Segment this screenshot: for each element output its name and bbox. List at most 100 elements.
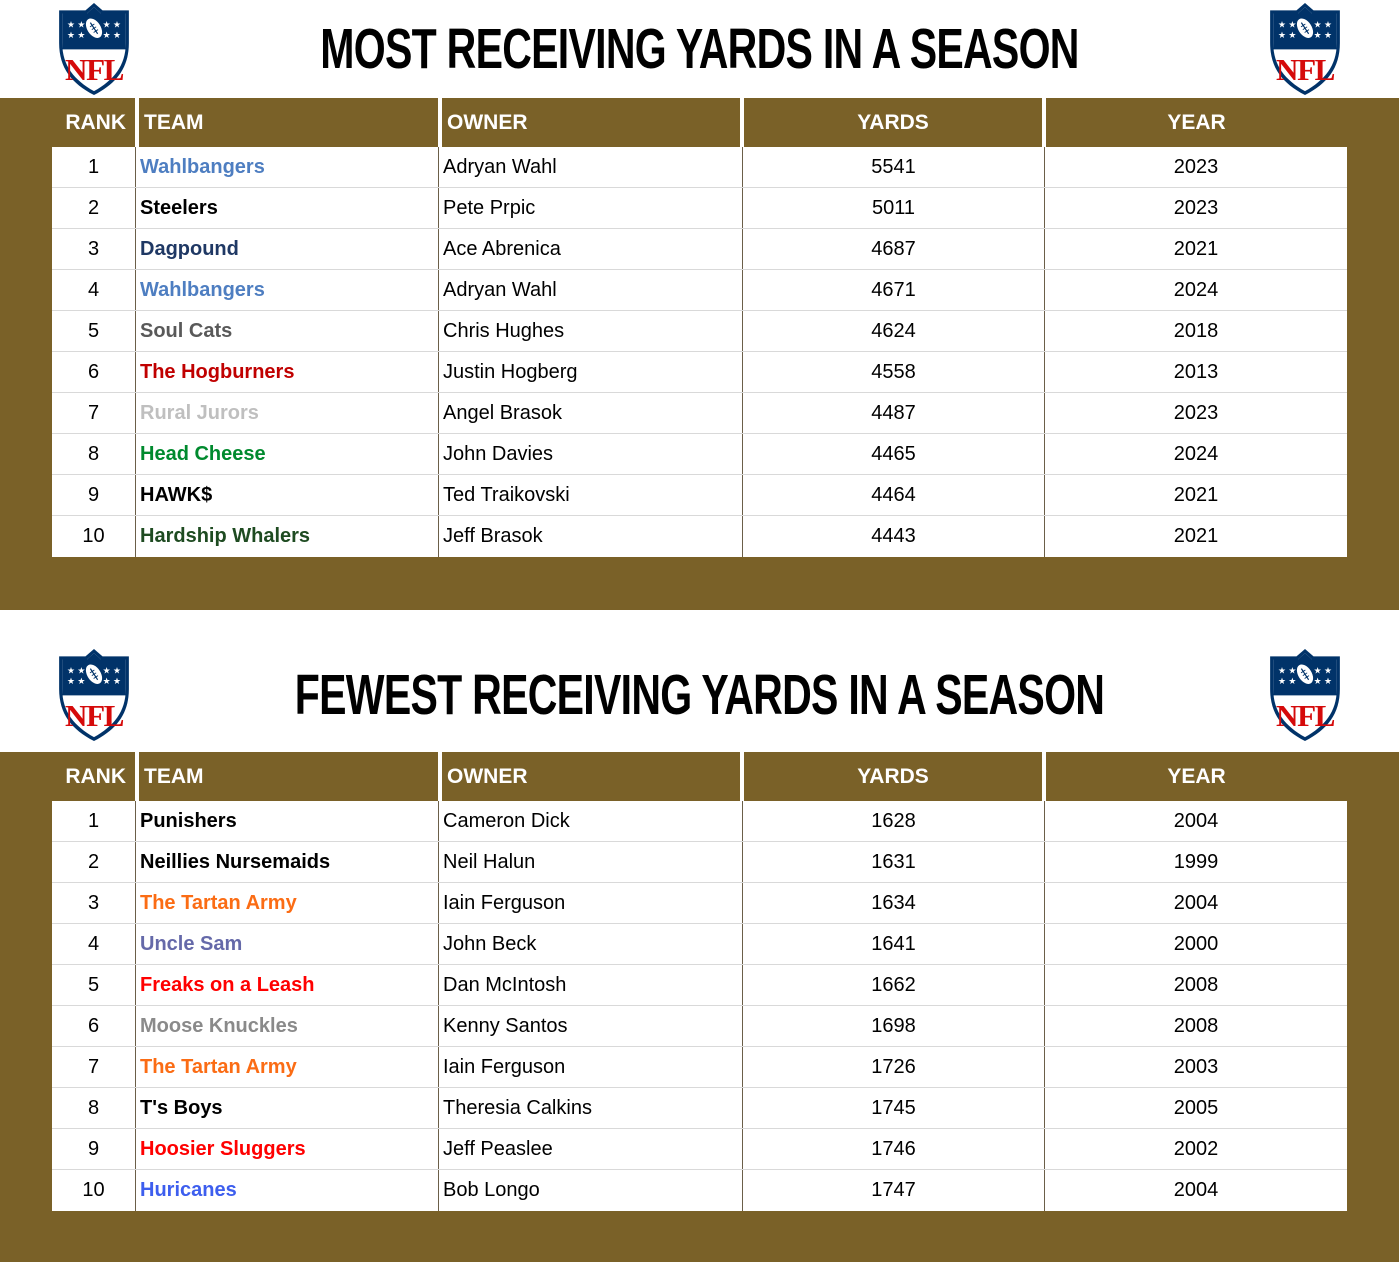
fewest-receiving-section: ★ ★ ★ ★ ★ ★ ★ ★ NFL FEWEST RECEIVING YARDS I… (0, 610, 1399, 1262)
team-name: The Tartan Army (135, 883, 438, 923)
owner-name: Pete Prpic (438, 188, 742, 228)
rank-cell: 7 (87, 401, 100, 424)
rank-cell: 6 (87, 360, 100, 383)
most-table-apron: 1 Wahlbangers Adryan Wahl 5541 2023 2 Steelers… (0, 147, 1399, 610)
svg-text:★: ★ (103, 31, 111, 41)
header-divider (740, 98, 744, 147)
team-name: Rural Jurors (135, 393, 438, 433)
team-name: Freaks on a Leash (135, 965, 438, 1005)
year-value: 2024 (1044, 434, 1347, 474)
team-name: Soul Cats (135, 311, 438, 351)
rank-cell: 5 (87, 319, 100, 342)
fewest-header-row: RANK TEAM OWNER YARDS YEAR (0, 752, 1399, 801)
most-receiving-section: ★ ★ ★ ★ ★ ★ ★ ★ NFL MOST RECEIVING YARDS IN … (0, 0, 1399, 610)
column-header-yards: YARDS (744, 98, 1042, 147)
year-value: 2008 (1044, 1006, 1347, 1046)
svg-text:★: ★ (1278, 666, 1286, 676)
column-header-year: YEAR (1046, 98, 1347, 147)
team-name: Moose Knuckles (135, 1006, 438, 1046)
yards-value: 1641 (742, 924, 1044, 964)
svg-text:★: ★ (113, 31, 121, 41)
year-value: 2024 (1044, 270, 1347, 310)
team-name: Uncle Sam (135, 924, 438, 964)
table-row: 6 Moose Knuckles Kenny Santos 1698 2008 (52, 1006, 1347, 1047)
year-value: 2004 (1044, 801, 1347, 841)
team-name: Wahlbangers (135, 147, 438, 187)
column-header-rank: RANK (0, 98, 135, 147)
svg-text:★: ★ (1288, 666, 1296, 676)
year-value: 2004 (1044, 1170, 1347, 1211)
table-row: 1 Wahlbangers Adryan Wahl 5541 2023 (52, 147, 1347, 188)
owner-name: Iain Ferguson (438, 1047, 742, 1087)
owner-name: John Davies (438, 434, 742, 474)
svg-text:★: ★ (1314, 666, 1322, 676)
svg-text:★: ★ (103, 20, 111, 30)
rank-cell: 3 (87, 891, 100, 914)
owner-name: Ace Abrenica (438, 229, 742, 269)
team-name: Wahlbangers (135, 270, 438, 310)
rank-cell: 2 (87, 850, 100, 873)
svg-text:★: ★ (113, 20, 121, 30)
yards-value: 4464 (742, 475, 1044, 515)
team-name: Punishers (135, 801, 438, 841)
table-row: 6 The Hogburners Justin Hogberg 4558 2013 (52, 352, 1347, 393)
team-name: The Tartan Army (135, 1047, 438, 1087)
table-row: 3 Dagpound Ace Abrenica 4687 2021 (52, 229, 1347, 270)
nfl-logo-left: ★ ★ ★ ★ ★ ★ ★ ★ NFL (54, 3, 134, 95)
table-row: 4 Wahlbangers Adryan Wahl 4671 2024 (52, 270, 1347, 311)
table-row: 7 Rural Jurors Angel Brasok 4487 2023 (52, 393, 1347, 434)
yards-value: 4465 (742, 434, 1044, 474)
table-row: 10 Huricanes Bob Longo 1747 2004 (52, 1170, 1347, 1211)
year-value: 2021 (1044, 516, 1347, 557)
svg-text:★: ★ (77, 666, 85, 676)
svg-text:★: ★ (1324, 677, 1332, 687)
fewest-title-band: ★ ★ ★ ★ ★ ★ ★ ★ NFL FEWEST RECEIVING YARDS I… (0, 610, 1399, 752)
table-row: 9 Hoosier Sluggers Jeff Peaslee 1746 2002 (52, 1129, 1347, 1170)
yards-value: 1662 (742, 965, 1044, 1005)
yards-value: 5541 (742, 147, 1044, 187)
yards-value: 4687 (742, 229, 1044, 269)
owner-name: Bob Longo (438, 1170, 742, 1211)
team-name: The Hogburners (135, 352, 438, 392)
svg-text:NFL: NFL (65, 52, 124, 87)
column-header-yards: YARDS (744, 752, 1042, 801)
table-row: 3 The Tartan Army Iain Ferguson 1634 2004 (52, 883, 1347, 924)
svg-text:★: ★ (1314, 31, 1322, 41)
yards-value: 4624 (742, 311, 1044, 351)
nfl-shield-icon: ★ ★ ★ ★ ★ ★ ★ ★ NFL (59, 649, 129, 741)
owner-name: Adryan Wahl (438, 270, 742, 310)
rank-cell: 1 (87, 155, 100, 178)
fewest-table-body: 1 Punishers Cameron Dick 1628 2004 2 Neillies … (52, 801, 1347, 1211)
owner-name: Dan McIntosh (438, 965, 742, 1005)
svg-text:★: ★ (1278, 677, 1286, 687)
svg-text:NFL: NFL (65, 698, 124, 733)
year-value: 2003 (1044, 1047, 1347, 1087)
header-divider (1042, 98, 1046, 147)
table-row: 8 Head Cheese John Davies 4465 2024 (52, 434, 1347, 475)
owner-name: Neil Halun (438, 842, 742, 882)
header-divider (740, 752, 744, 801)
table-row: 2 Steelers Pete Prpic 5011 2023 (52, 188, 1347, 229)
fewest-table-apron: 1 Punishers Cameron Dick 1628 2004 2 Neillies … (0, 801, 1399, 1262)
column-header-owner: OWNER (442, 98, 740, 147)
rank-cell: 5 (87, 973, 100, 996)
header-filler (1347, 98, 1399, 147)
rank-cell: 2 (87, 196, 100, 219)
nfl-logo-right: ★ ★ ★ ★ ★ ★ ★ ★ NFL (1265, 3, 1345, 95)
rank-cell: 10 (82, 1179, 105, 1201)
header-divider (1042, 752, 1046, 801)
team-name: Hardship Whalers (135, 516, 438, 557)
rank-cell: 4 (87, 932, 100, 955)
owner-name: Jeff Brasok (438, 516, 742, 557)
svg-text:★: ★ (1324, 666, 1332, 676)
table-row: 5 Soul Cats Chris Hughes 4624 2018 (52, 311, 1347, 352)
table-row: 7 The Tartan Army Iain Ferguson 1726 2003 (52, 1047, 1347, 1088)
svg-text:★: ★ (113, 666, 121, 676)
yards-value: 1698 (742, 1006, 1044, 1046)
header-divider (135, 98, 139, 147)
rank-cell: 9 (87, 1137, 100, 1160)
table-row: 2 Neillies Nursemaids Neil Halun 1631 1999 (52, 842, 1347, 883)
table-row: 5 Freaks on a Leash Dan McIntosh 1662 2008 (52, 965, 1347, 1006)
yards-value: 4671 (742, 270, 1044, 310)
rank-cell: 1 (87, 809, 100, 832)
